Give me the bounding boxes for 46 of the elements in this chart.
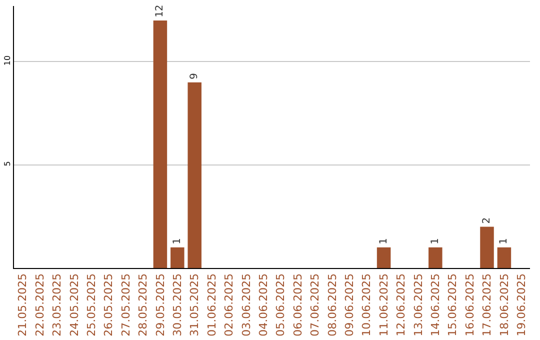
x-tick-label: 31.05.2025 [188, 273, 202, 336]
data-label: 1 [430, 238, 441, 244]
x-tick-label: 17.06.2025 [480, 273, 494, 336]
x-tick-label: 03.06.2025 [240, 273, 253, 336]
bar [428, 247, 442, 268]
x-tick-label: 23.05.2025 [50, 273, 64, 336]
x-tick-label: 05.06.2025 [274, 273, 288, 336]
x-tick-label: 24.05.2025 [68, 273, 81, 336]
data-label: 9 [189, 72, 200, 80]
bar [153, 20, 168, 268]
y-tick-label: 5 [2, 161, 12, 166]
data-label: 1 [378, 238, 390, 244]
x-tick-label: 09.06.2025 [342, 273, 356, 336]
x-tick-label: 07.06.2025 [308, 273, 322, 336]
x-tick-label: 16.06.2025 [463, 273, 476, 336]
x-tick-label: 19.06.2025 [514, 273, 528, 336]
x-tick-label: 12.06.2025 [394, 273, 408, 336]
x-tick-label: 26.05.2025 [102, 273, 116, 336]
bar [376, 247, 391, 268]
bar [480, 226, 494, 268]
bar [188, 82, 202, 268]
x-tick-label: 10.06.2025 [360, 273, 374, 336]
x-tick-label: 13.06.2025 [412, 273, 425, 336]
y-tick-label: 10 [2, 55, 12, 66]
x-tick-label: 18.06.2025 [498, 273, 511, 336]
x-tick-label: 29.05.2025 [154, 273, 167, 336]
x-tick-label: 22.05.2025 [33, 273, 46, 336]
data-label: 1 [172, 238, 183, 244]
x-tick-label: 25.05.2025 [84, 273, 98, 336]
x-tick-label: 01.06.2025 [205, 273, 218, 336]
data-label: 2 [482, 217, 492, 224]
x-tick-label: 11.06.2025 [377, 273, 390, 336]
data-label: 12 [154, 4, 166, 18]
x-tick-label: 21.05.2025 [16, 273, 30, 336]
bar [170, 247, 184, 268]
x-tick-label: 15.06.2025 [446, 273, 460, 336]
x-tick-label: 27.05.2025 [119, 273, 132, 336]
bar [497, 247, 512, 268]
x-tick-label: 04.06.2025 [256, 273, 270, 336]
x-tick-label: 30.05.2025 [170, 273, 184, 336]
data-label: 1 [498, 238, 510, 244]
x-tick-label: 06.06.2025 [291, 273, 304, 336]
x-tick-label: 28.05.2025 [136, 273, 150, 336]
x-tick-label: 08.06.2025 [326, 273, 339, 336]
x-tick-label: 02.06.2025 [222, 273, 236, 336]
x-tick-label: 14.06.2025 [428, 273, 442, 336]
